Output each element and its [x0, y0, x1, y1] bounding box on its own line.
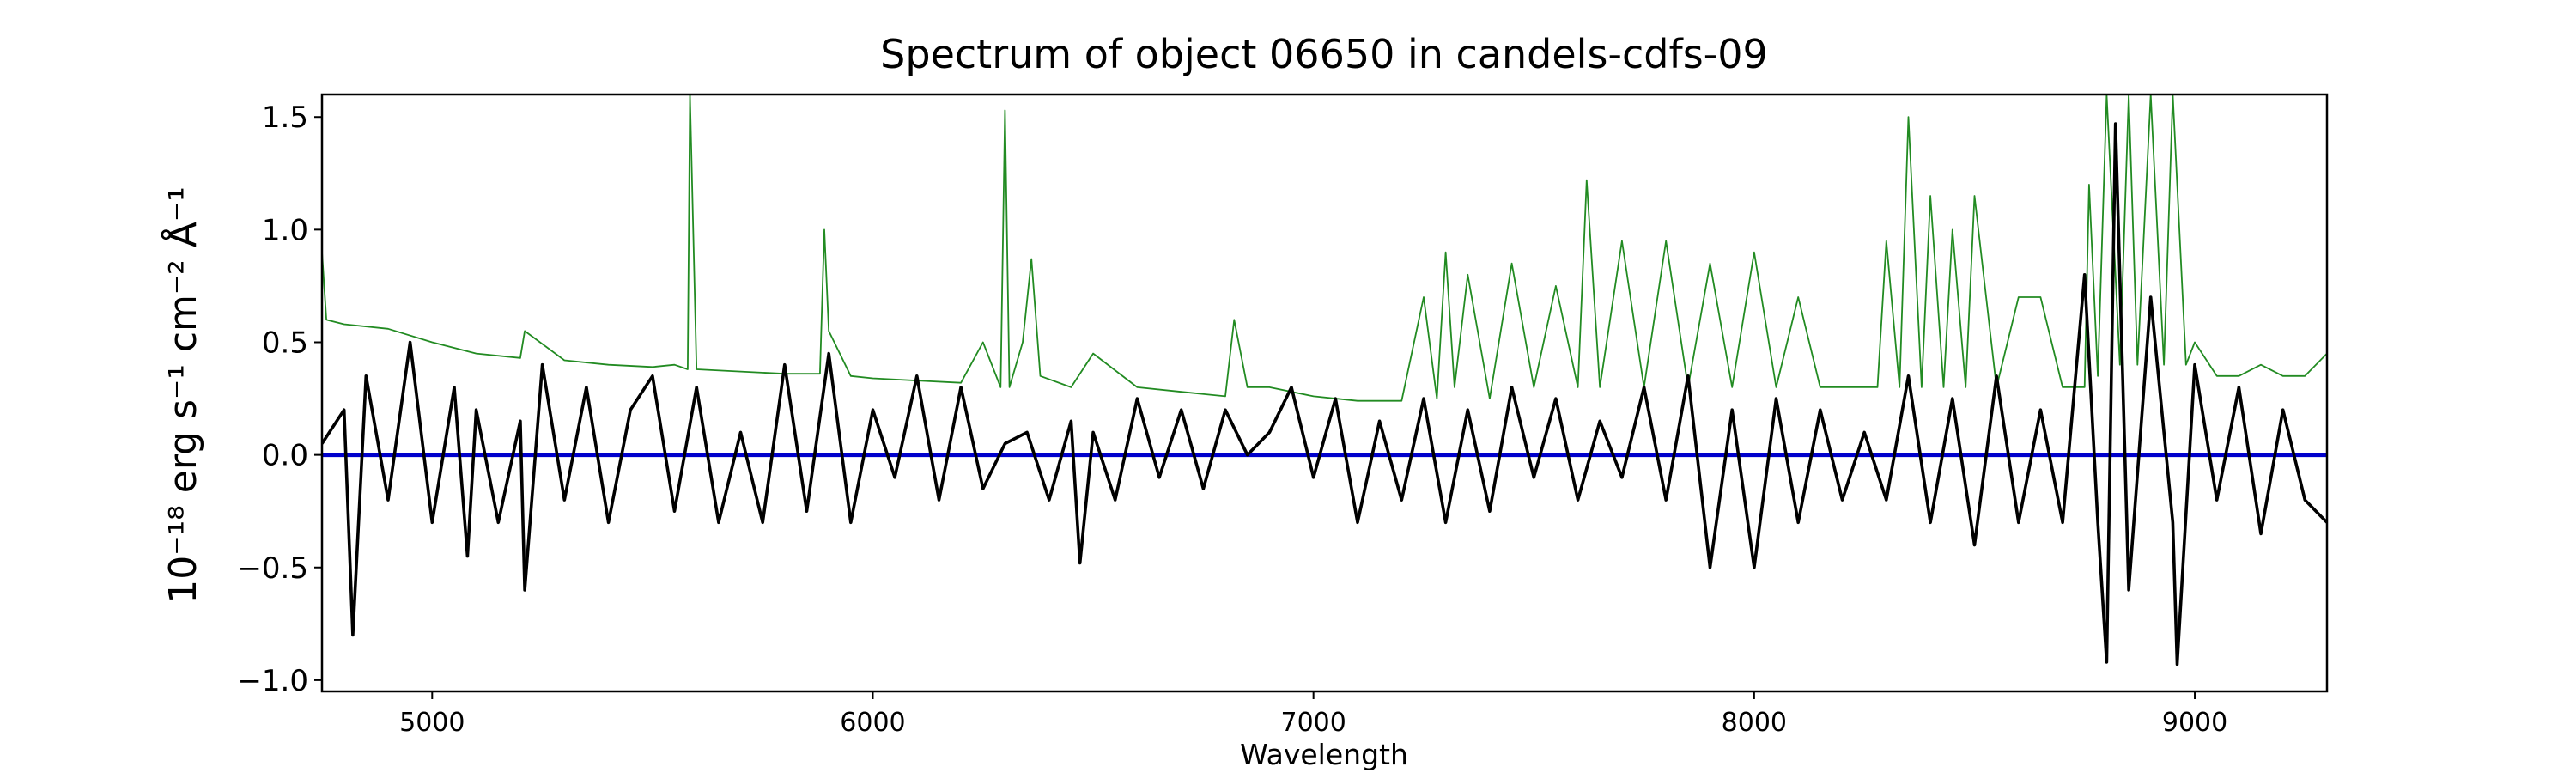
- flux-spectrum-line: [322, 122, 2327, 666]
- x-tick-label: 6000: [840, 708, 905, 738]
- error-spectrum-line: [322, 94, 2327, 402]
- plot-frame: [320, 93, 2329, 693]
- x-tick-label: 9000: [2162, 708, 2227, 738]
- x-axis-ticks: 5000 6000 7000 8000 9000: [399, 691, 2227, 738]
- y-tick-label: −1.0: [237, 664, 308, 698]
- y-tick-label: −0.5: [237, 551, 308, 586]
- x-tick-label: 8000: [1722, 708, 1787, 738]
- x-tick-label: 7000: [1280, 708, 1346, 738]
- x-axis-label: Wavelength: [1240, 738, 1408, 771]
- chart-title: Spectrum of object 06650 in candels-cdfs…: [880, 31, 1768, 77]
- y-tick-label: 0.5: [262, 326, 308, 360]
- series-layer: [322, 94, 2327, 666]
- y-axis-label: 10⁻¹⁸ erg s⁻¹ cm⁻² Å⁻¹: [160, 186, 205, 603]
- y-axis-ticks: −1.0 −0.5 0.0 0.5 1.0 1.5: [237, 100, 322, 698]
- y-tick-label: 1.5: [262, 100, 308, 135]
- x-tick-label: 5000: [399, 708, 465, 738]
- y-tick-label: 0.0: [262, 439, 308, 473]
- y-tick-label: 1.0: [262, 213, 308, 247]
